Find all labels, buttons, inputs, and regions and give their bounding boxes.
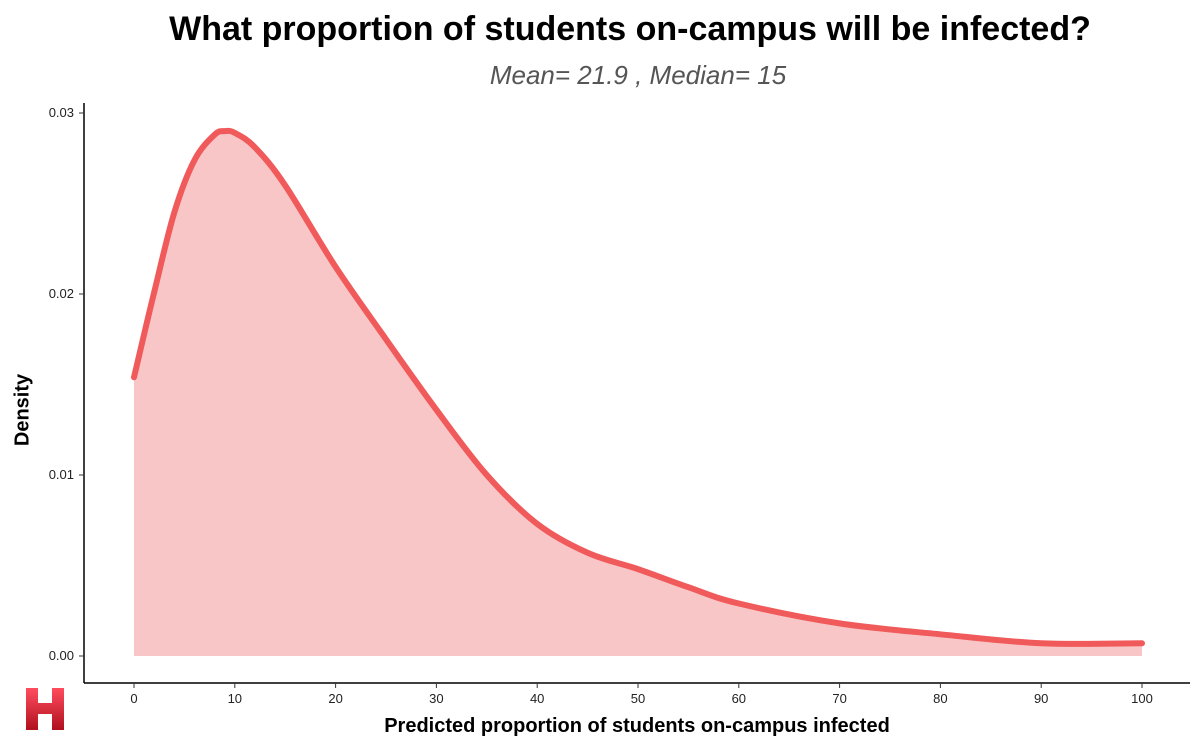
x-tick-label: 0 (130, 691, 137, 706)
x-tick-label: 50 (631, 691, 645, 706)
density-area-fill (134, 130, 1142, 656)
x-tick-label: 80 (933, 691, 947, 706)
chart-title: What proportion of students on-campus wi… (169, 10, 1091, 48)
x-tick-label: 90 (1034, 691, 1048, 706)
x-tick-label: 10 (228, 691, 242, 706)
x-tick-label: 100 (1131, 691, 1153, 706)
x-tick-label: 60 (732, 691, 746, 706)
x-tick-label: 30 (429, 691, 443, 706)
x-tick-label: 70 (832, 691, 846, 706)
y-tick-label: 0.00 (49, 648, 74, 663)
y-tick-label: 0.01 (49, 467, 74, 482)
chart-subtitle: Mean= 21.9 , Median= 15 (489, 60, 787, 90)
x-tick-label: 40 (530, 691, 544, 706)
y-tick-label: 0.03 (49, 105, 74, 120)
x-tick-label: 20 (328, 691, 342, 706)
h-logo-icon (26, 688, 64, 730)
y-tick-label: 0.02 (49, 286, 74, 301)
x-axis-title: Predicted proportion of students on-camp… (384, 715, 890, 737)
density-curve-line (131, 127, 1145, 647)
